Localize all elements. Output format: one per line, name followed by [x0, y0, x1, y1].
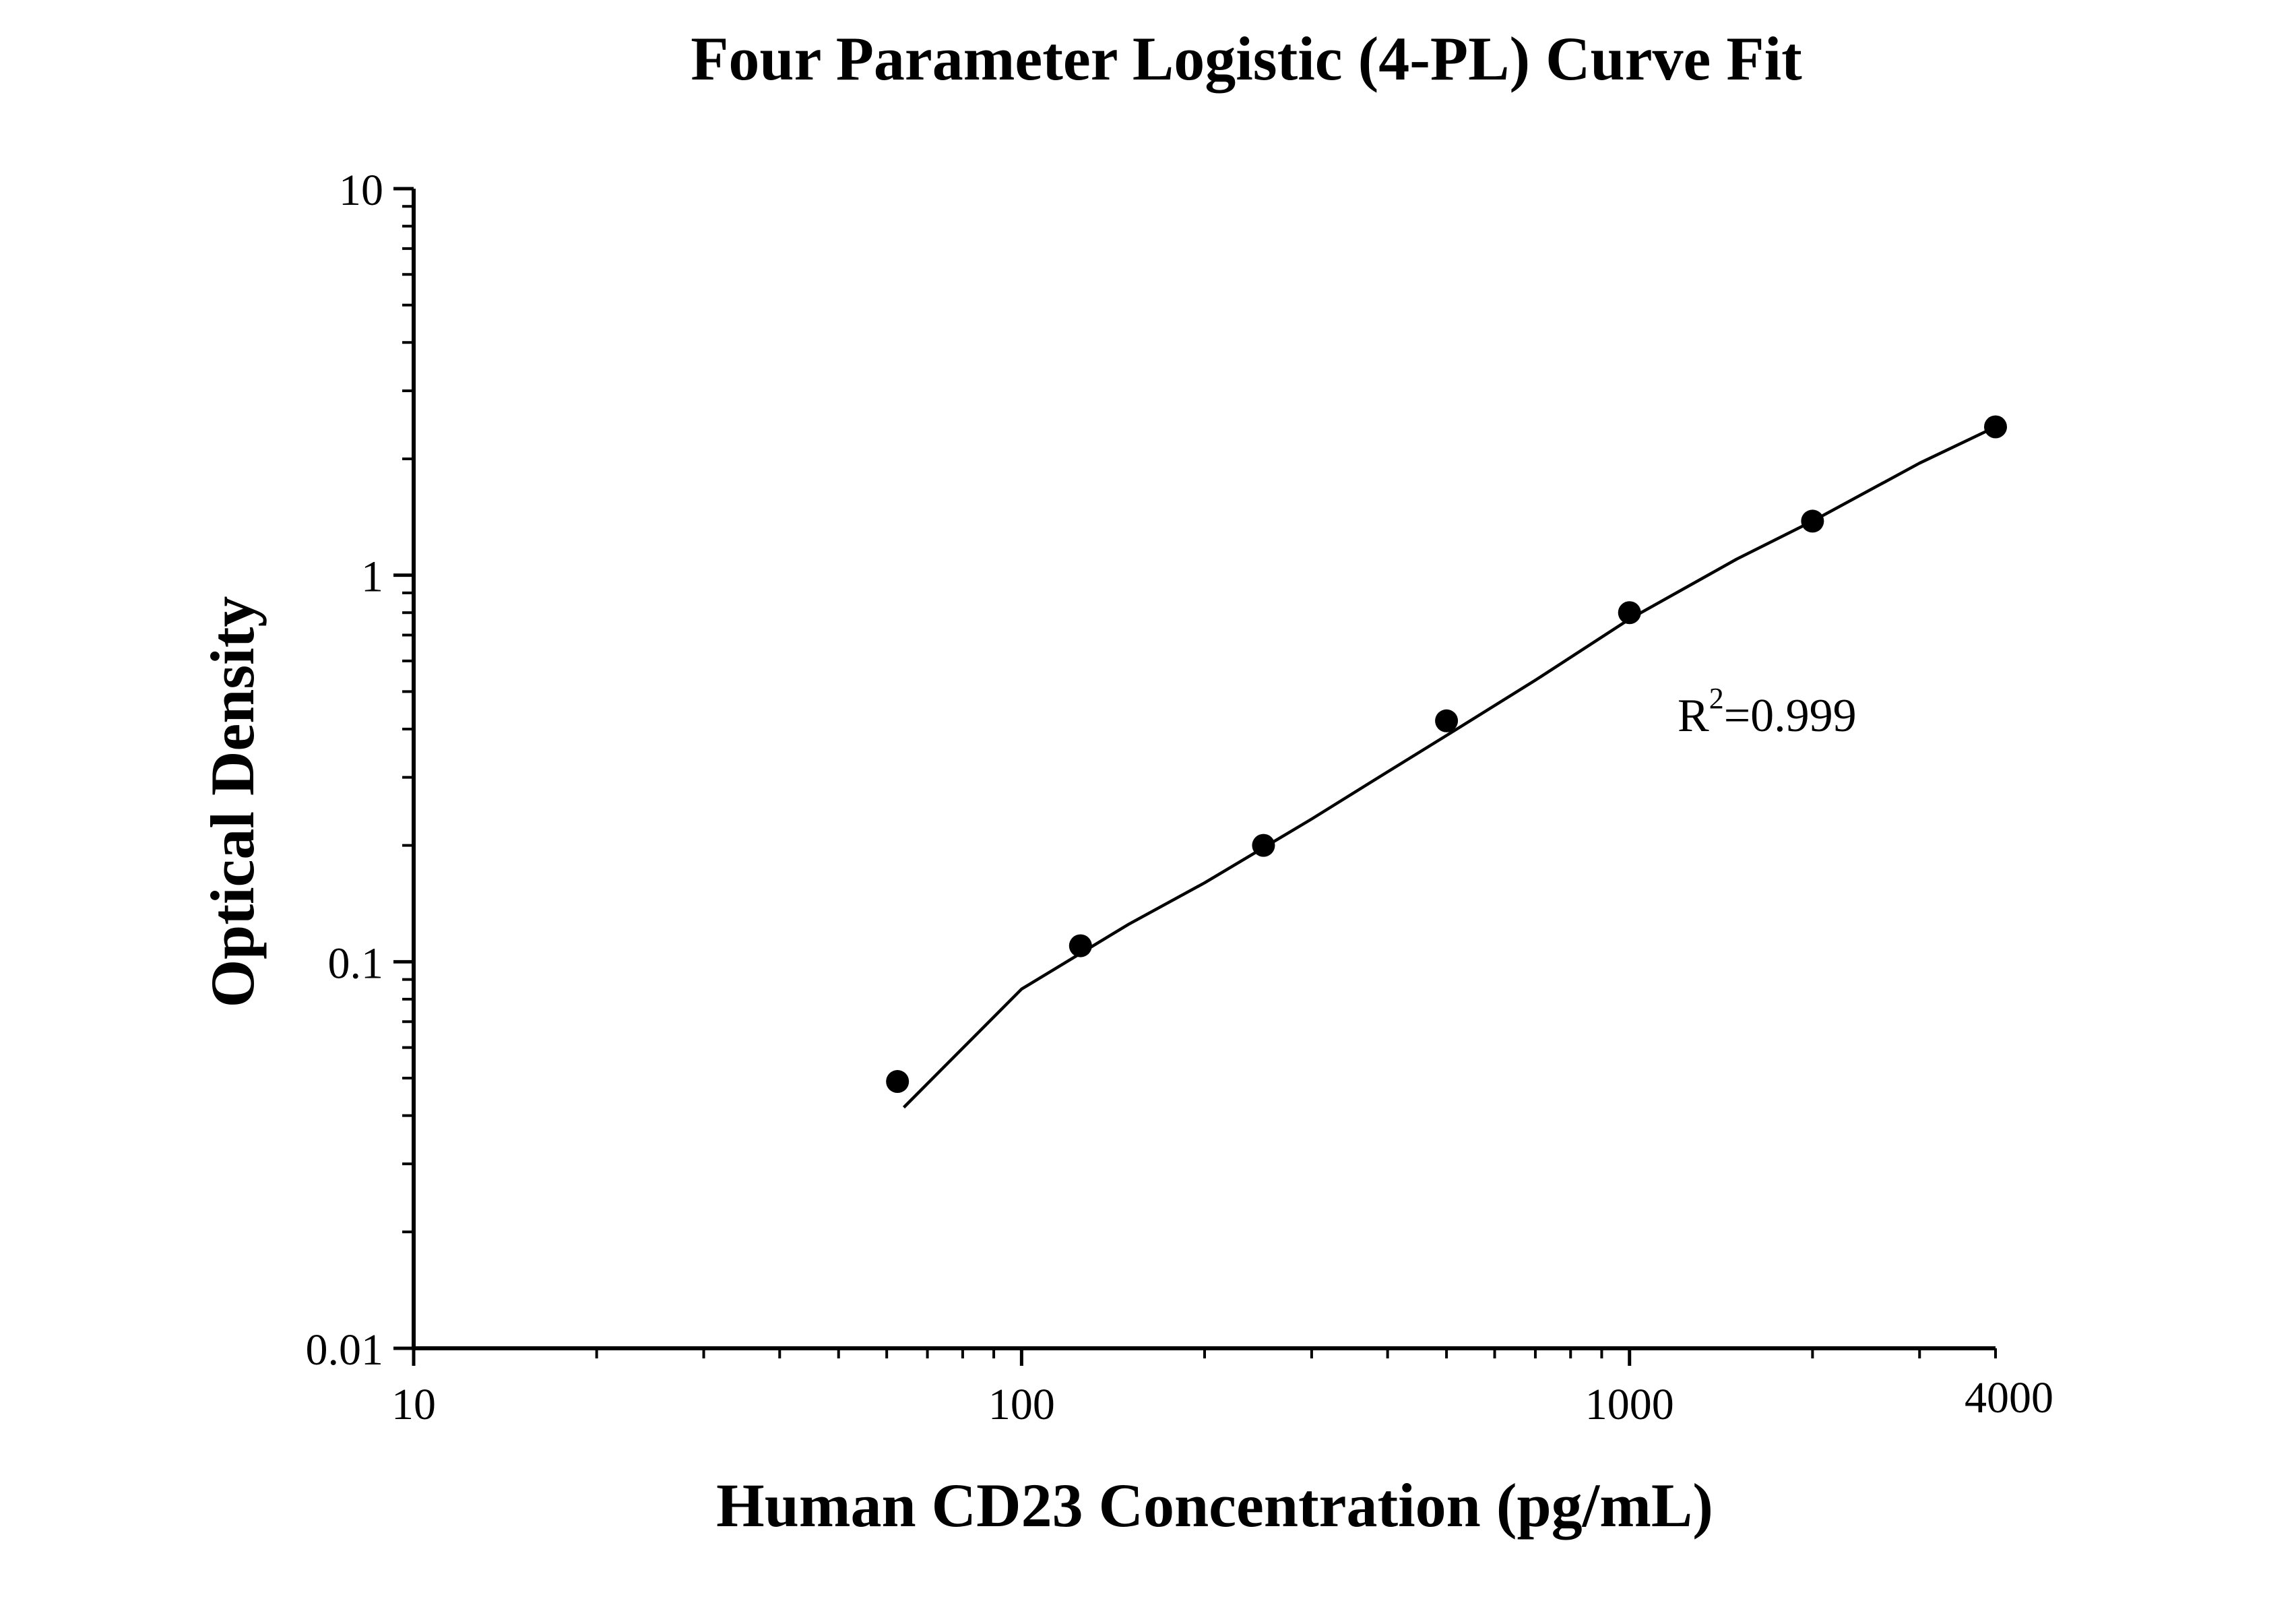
r-squared-superscript: 2 [1709, 682, 1724, 715]
data-point [1435, 709, 1459, 732]
x-axis-ticks [412, 1348, 1997, 1366]
chart-title: Four Parameter Logistic (4-PL) Curve Fit [691, 24, 1802, 93]
data-point [1252, 834, 1275, 857]
x-axis-title: Human CD23 Concentration (pg/mL) [716, 1471, 1713, 1540]
fit-curve-line [902, 425, 1996, 1109]
r-squared-annotation: R2=0.999 [1678, 682, 1857, 742]
x-tick-label: 100 [988, 1380, 1055, 1429]
x-tick-label: 10 [391, 1380, 436, 1429]
r-squared-base: R [1678, 690, 1709, 742]
y-axis-title: Optical Density [198, 596, 267, 1008]
y-tick-label: 1 [361, 553, 383, 602]
data-point [1618, 601, 1641, 625]
data-point [1801, 509, 1824, 533]
y-axis-ticks [393, 187, 414, 1350]
x-axis-tick-labels: 10 100 1000 4000 [391, 1373, 2053, 1429]
x-tick-label: 4000 [1965, 1373, 2053, 1422]
axes [412, 189, 1996, 1350]
data-points [886, 415, 2007, 1094]
r-squared-value: =0.999 [1724, 690, 1857, 742]
y-axis-tick-labels: 0.01 0.1 1 10 [306, 166, 384, 1375]
data-point [1984, 415, 2007, 439]
x-tick-label: 1000 [1585, 1380, 1674, 1429]
data-point [1069, 934, 1092, 957]
fit-curve-layer [902, 425, 1996, 1109]
y-tick-label: 0.1 [328, 939, 384, 988]
y-tick-label: 10 [339, 166, 383, 215]
data-point [886, 1070, 910, 1094]
y-tick-label: 0.01 [306, 1325, 384, 1375]
